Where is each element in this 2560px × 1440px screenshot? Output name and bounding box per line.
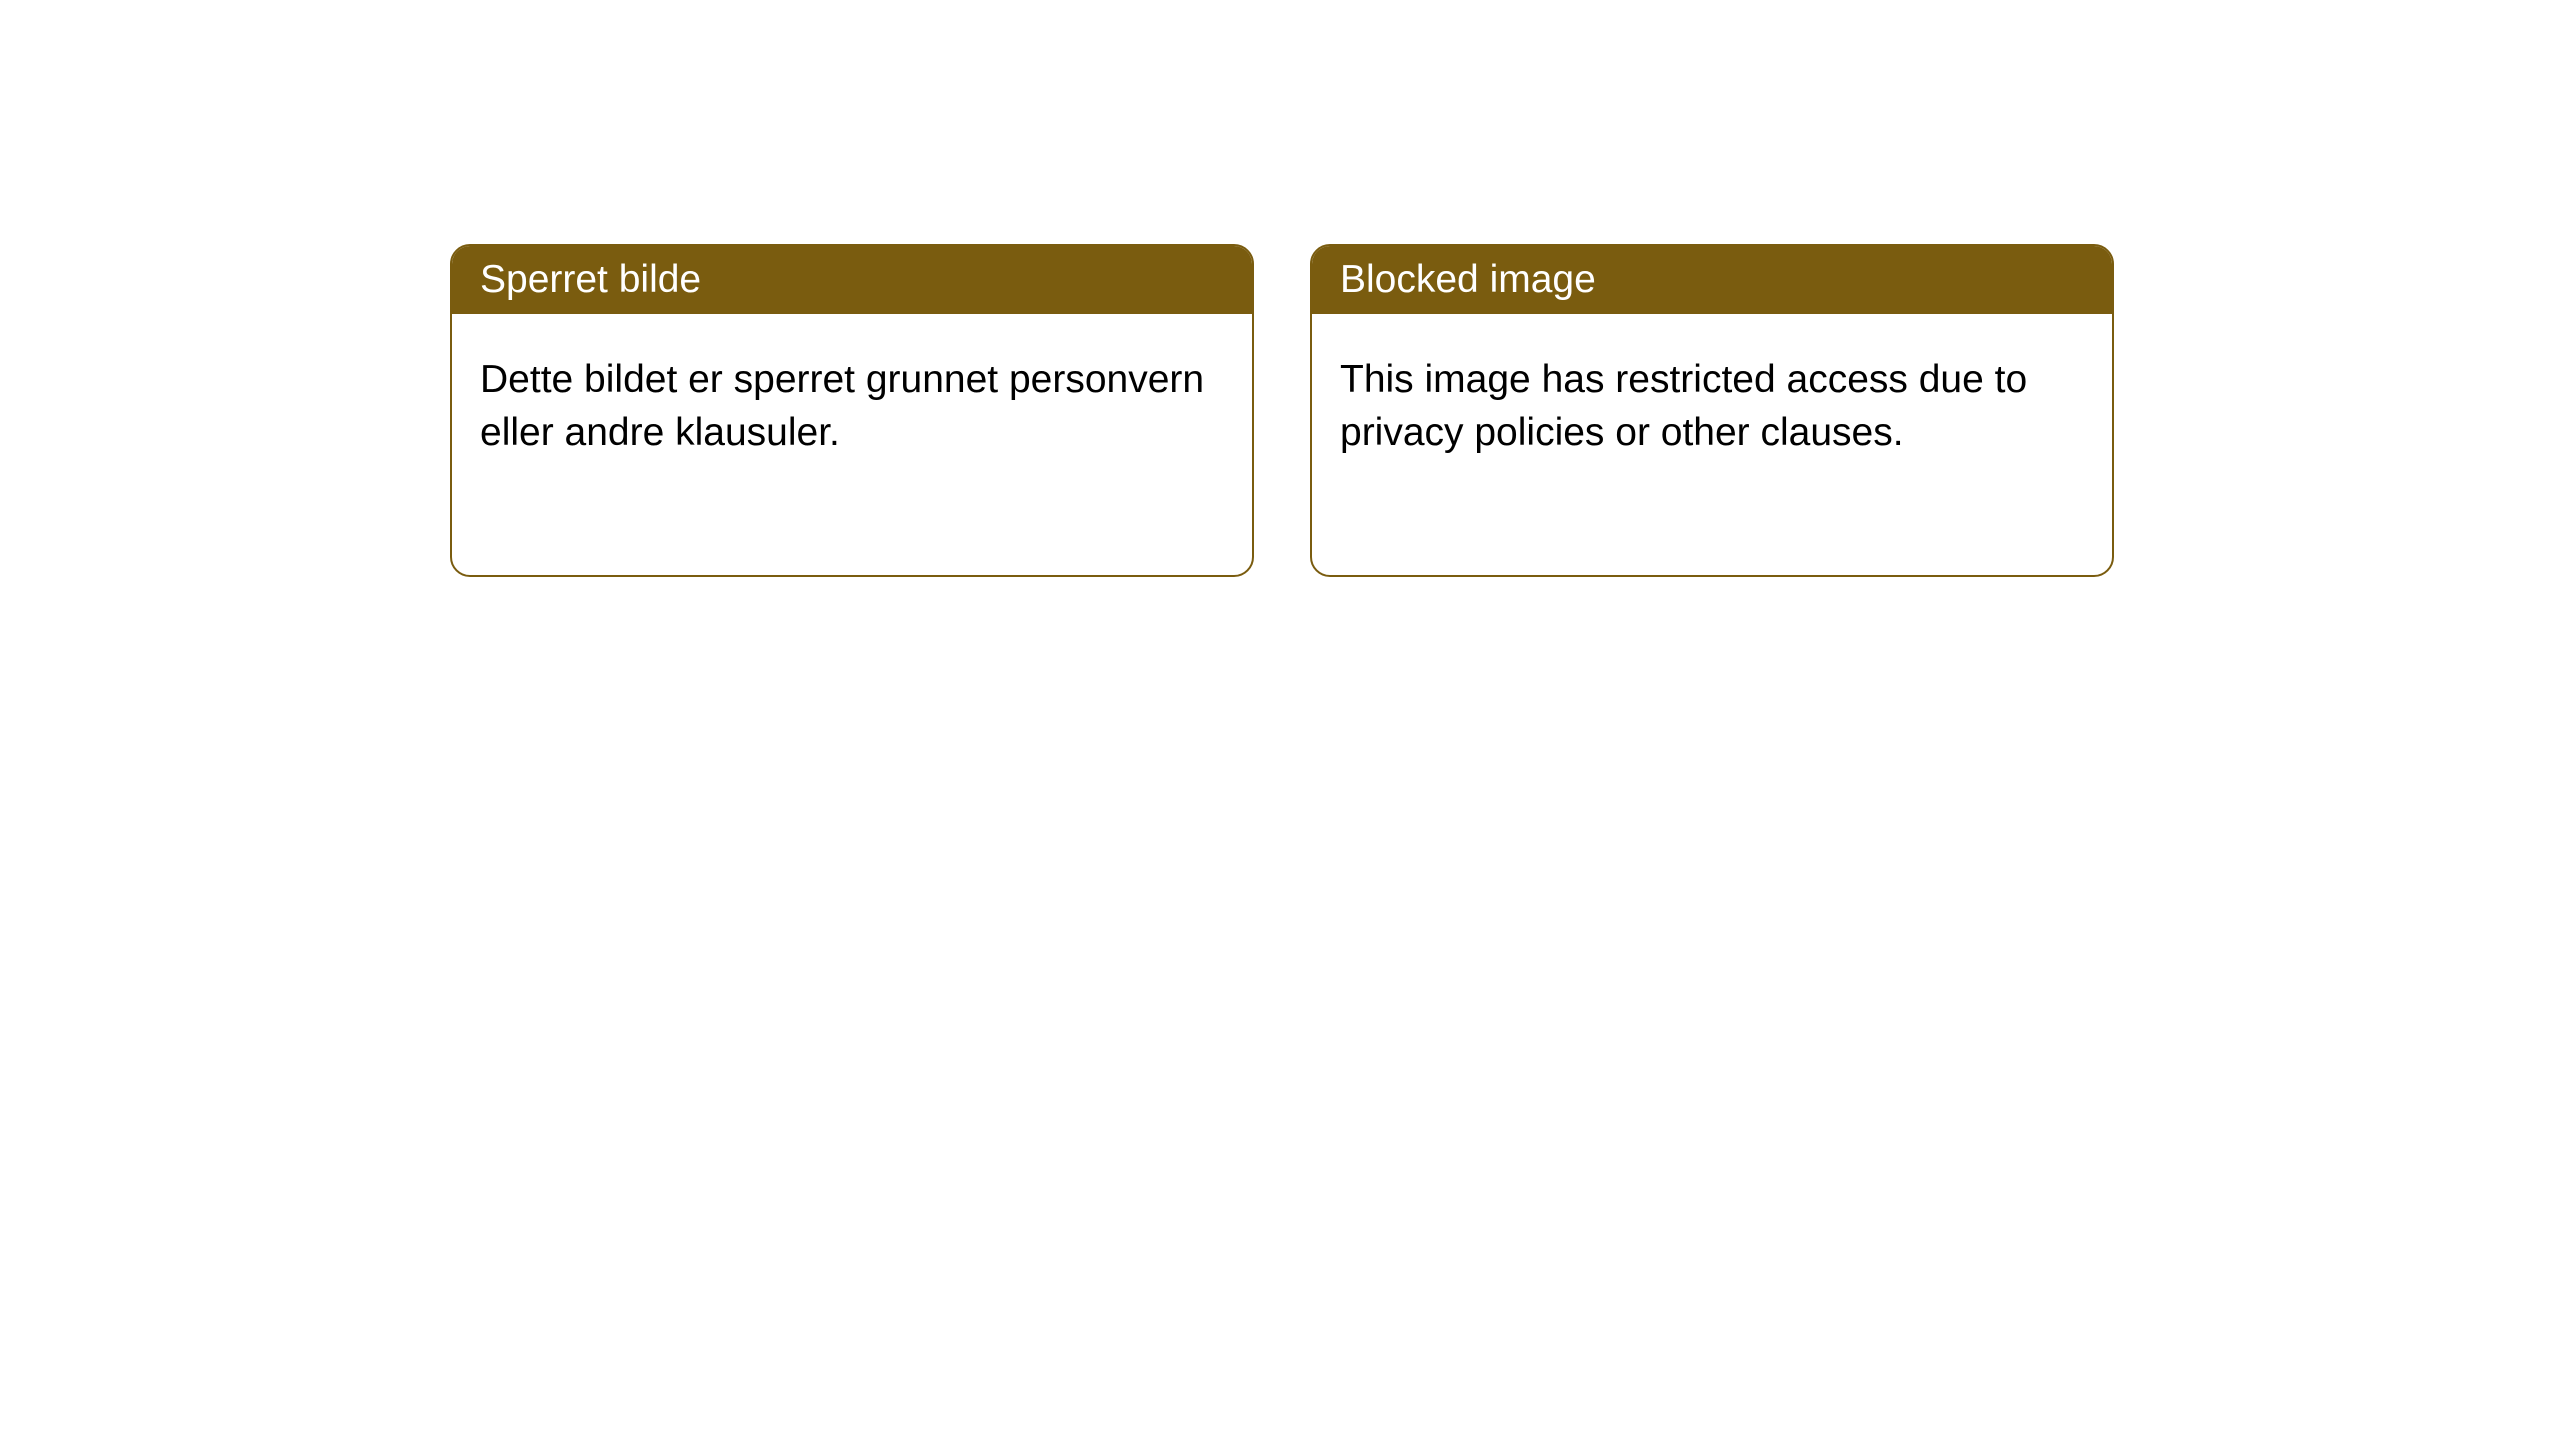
notice-card-body: This image has restricted access due to … xyxy=(1312,314,2112,499)
notice-container: Sperret bilde Dette bildet er sperret gr… xyxy=(0,0,2560,577)
notice-card-title: Sperret bilde xyxy=(452,246,1252,314)
notice-card-title: Blocked image xyxy=(1312,246,2112,314)
notice-card-english: Blocked image This image has restricted … xyxy=(1310,244,2114,577)
notice-card-body: Dette bildet er sperret grunnet personve… xyxy=(452,314,1252,499)
notice-card-norwegian: Sperret bilde Dette bildet er sperret gr… xyxy=(450,244,1254,577)
